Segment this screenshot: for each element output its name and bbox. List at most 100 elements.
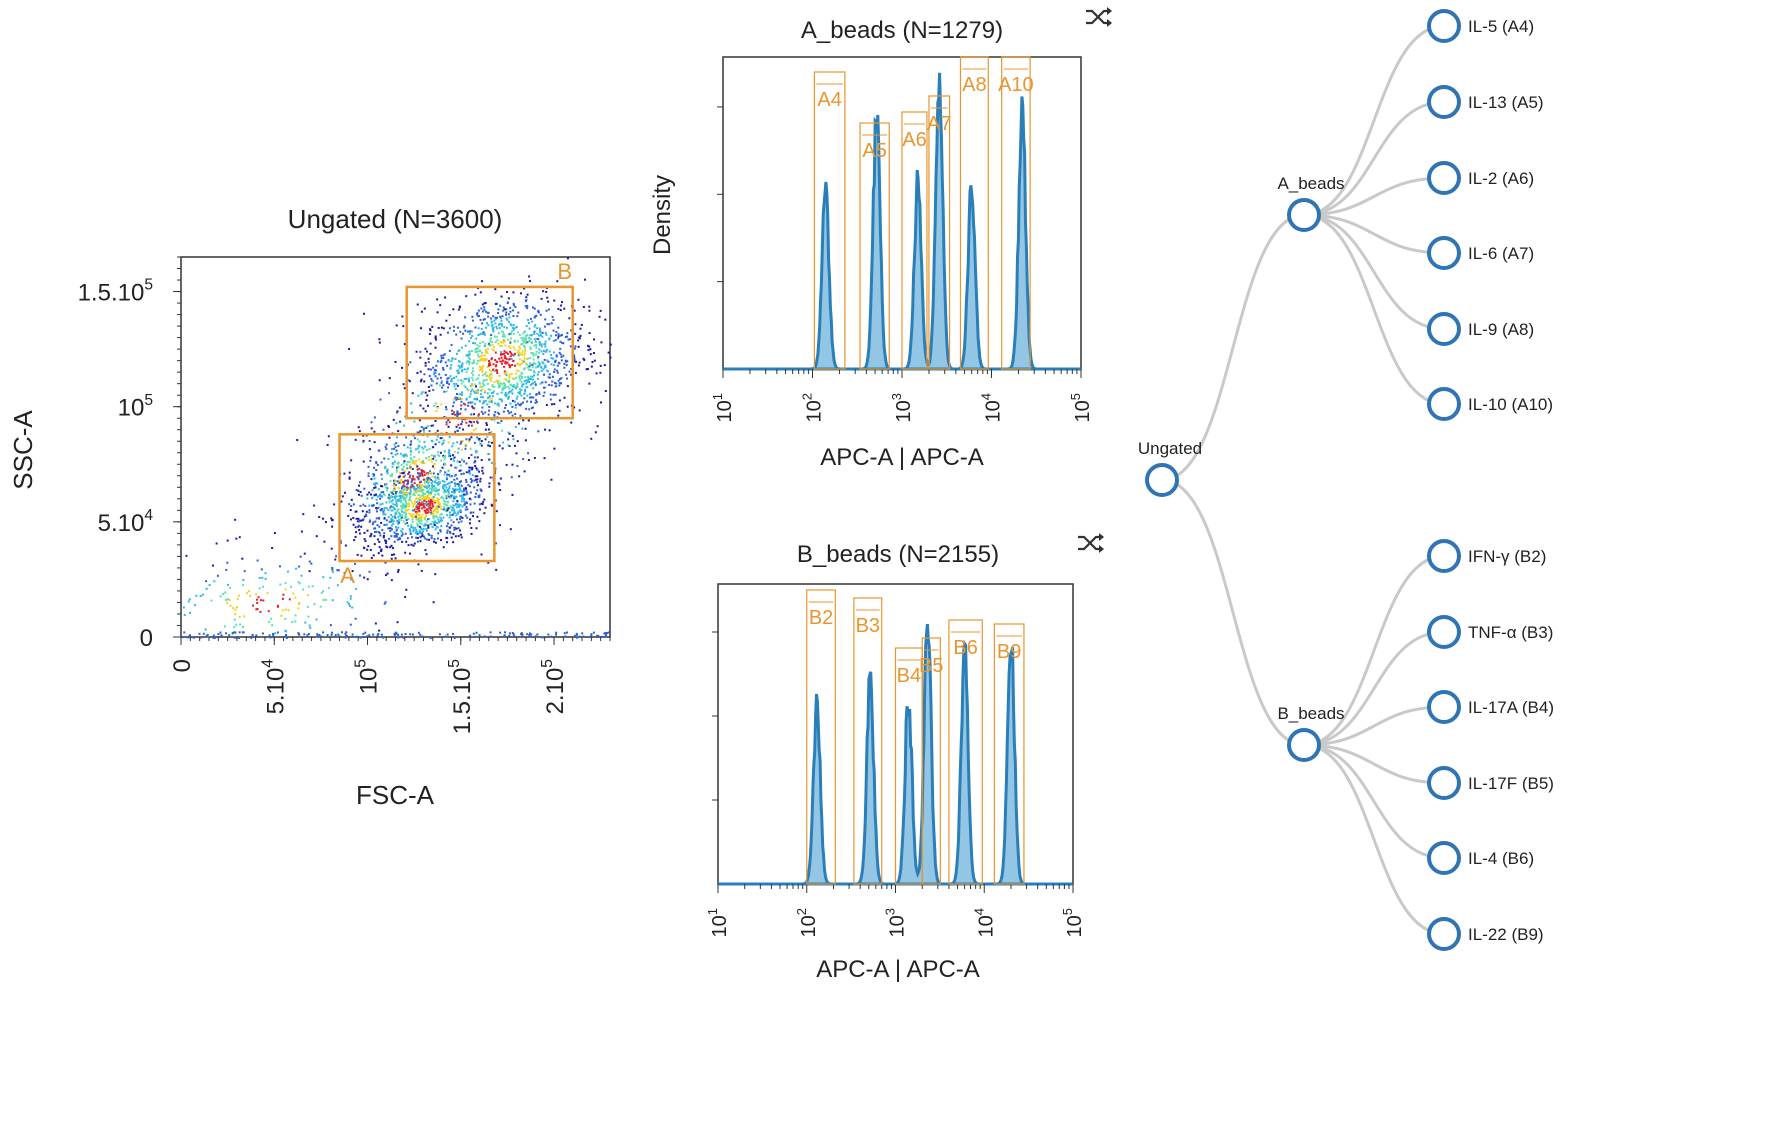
scatter-point — [377, 449, 380, 452]
scatter-point — [364, 540, 367, 543]
scatter-point — [392, 547, 395, 550]
scatter-point — [387, 457, 390, 460]
tree-node-il-17f-b5-[interactable] — [1427, 766, 1461, 800]
scatter-point — [501, 344, 504, 347]
scatter-point — [474, 460, 477, 463]
scatter-point — [449, 375, 452, 378]
scatter-point — [439, 304, 442, 307]
tree-node-il-5-a4-[interactable] — [1427, 9, 1461, 43]
gate-a8[interactable] — [959, 56, 989, 370]
scatter-point — [322, 598, 325, 601]
scatter-point — [436, 311, 439, 314]
tree-node-il-2-a6-[interactable] — [1427, 161, 1461, 195]
scatter-point — [431, 520, 434, 523]
gate-a5[interactable] — [859, 122, 890, 370]
scatter-point — [389, 546, 392, 549]
tree-node-label: IL-17F (B5) — [1468, 774, 1554, 793]
scatter-point — [368, 448, 371, 451]
scatter-point — [411, 633, 414, 636]
tree-node-label: IL-13 (A5) — [1468, 93, 1544, 112]
tree-node-il-6-a7-[interactable] — [1427, 236, 1461, 270]
scatter-point — [479, 368, 482, 371]
scatter-point — [392, 553, 395, 556]
gate-a4[interactable] — [813, 71, 846, 370]
scatter-point — [410, 402, 413, 405]
scatter-point — [480, 389, 483, 392]
scatter-point — [431, 484, 434, 487]
scatter-point — [541, 331, 544, 334]
scatter-point — [430, 384, 433, 387]
gate-b2[interactable] — [806, 589, 836, 885]
tree-node-il-4-b6-[interactable] — [1427, 841, 1461, 875]
scatter-point — [433, 524, 436, 527]
scatter-point — [475, 467, 478, 470]
scatter-point — [513, 348, 516, 351]
scatter-point — [526, 633, 529, 636]
scatter-point — [419, 521, 422, 524]
scatter-point — [530, 633, 533, 636]
scatter-point — [355, 587, 358, 590]
shuffle-icon[interactable] — [1076, 530, 1106, 556]
scatter-point — [490, 373, 493, 376]
scatter-point — [318, 633, 321, 636]
scatter-point — [526, 400, 529, 403]
gate-a[interactable] — [338, 433, 496, 563]
tree-node-tnf-b3-[interactable] — [1427, 615, 1461, 649]
scatter-point — [488, 396, 491, 399]
scatter-point — [488, 399, 491, 402]
gate-a6[interactable] — [901, 111, 928, 370]
scatter-point — [336, 569, 339, 572]
gate-b[interactable] — [405, 285, 574, 420]
scatter-point — [499, 353, 502, 356]
scatter-point — [546, 296, 549, 299]
tree-node-il-13-a5-[interactable] — [1427, 85, 1461, 119]
scatter-point — [411, 477, 414, 480]
scatter-point — [445, 390, 448, 393]
gate-a10[interactable] — [1001, 56, 1031, 370]
scatter-point — [542, 353, 545, 356]
gate-b9[interactable] — [993, 623, 1025, 885]
scatter-point — [524, 439, 527, 442]
scatter-point — [413, 482, 416, 485]
scatter-point — [416, 438, 419, 441]
tree-node-b-beads[interactable] — [1287, 728, 1321, 762]
scatter-point — [429, 498, 432, 501]
tree-node-ungated[interactable] — [1145, 463, 1179, 497]
scatter-point — [526, 334, 529, 337]
scatter-point — [563, 307, 566, 310]
scatter-point — [481, 368, 484, 371]
gate-b3[interactable] — [853, 597, 883, 885]
tree-node-il-17a-b4-[interactable] — [1427, 690, 1461, 724]
scatter-point — [504, 383, 507, 386]
scatter-point — [434, 480, 437, 483]
scatter-point — [508, 366, 511, 369]
shuffle-icon[interactable] — [1084, 4, 1114, 30]
scatter-point — [466, 388, 469, 391]
scatter-point — [481, 310, 484, 313]
scatter-point — [544, 350, 547, 353]
tree-node-il-9-a8-[interactable] — [1427, 312, 1461, 346]
scatter-point — [455, 375, 458, 378]
tree-node-a-beads[interactable] — [1287, 198, 1321, 232]
scatter-point — [473, 391, 476, 394]
tree-node-il-22-b9-[interactable] — [1427, 917, 1461, 951]
scatter-point — [533, 412, 536, 415]
scatter-point — [233, 636, 236, 639]
scatter-point — [479, 355, 482, 358]
scatter-point — [501, 388, 504, 391]
tree-node-il-10-a10-[interactable] — [1427, 387, 1461, 421]
gate-b6[interactable] — [948, 619, 983, 885]
scatter-point — [511, 353, 514, 356]
gate-a7[interactable] — [928, 95, 951, 370]
scatter-point — [391, 462, 394, 465]
scatter-point — [507, 410, 510, 413]
scatter-point — [479, 443, 482, 446]
scatter-point — [423, 524, 426, 527]
scatter-point — [331, 599, 334, 602]
tree-node-ifn-b2-[interactable] — [1427, 539, 1461, 573]
scatter-point — [428, 375, 431, 378]
scatter-point — [268, 634, 271, 637]
scatter-point — [471, 474, 474, 477]
gate-b5[interactable] — [921, 637, 941, 885]
scatter-point — [511, 434, 514, 437]
